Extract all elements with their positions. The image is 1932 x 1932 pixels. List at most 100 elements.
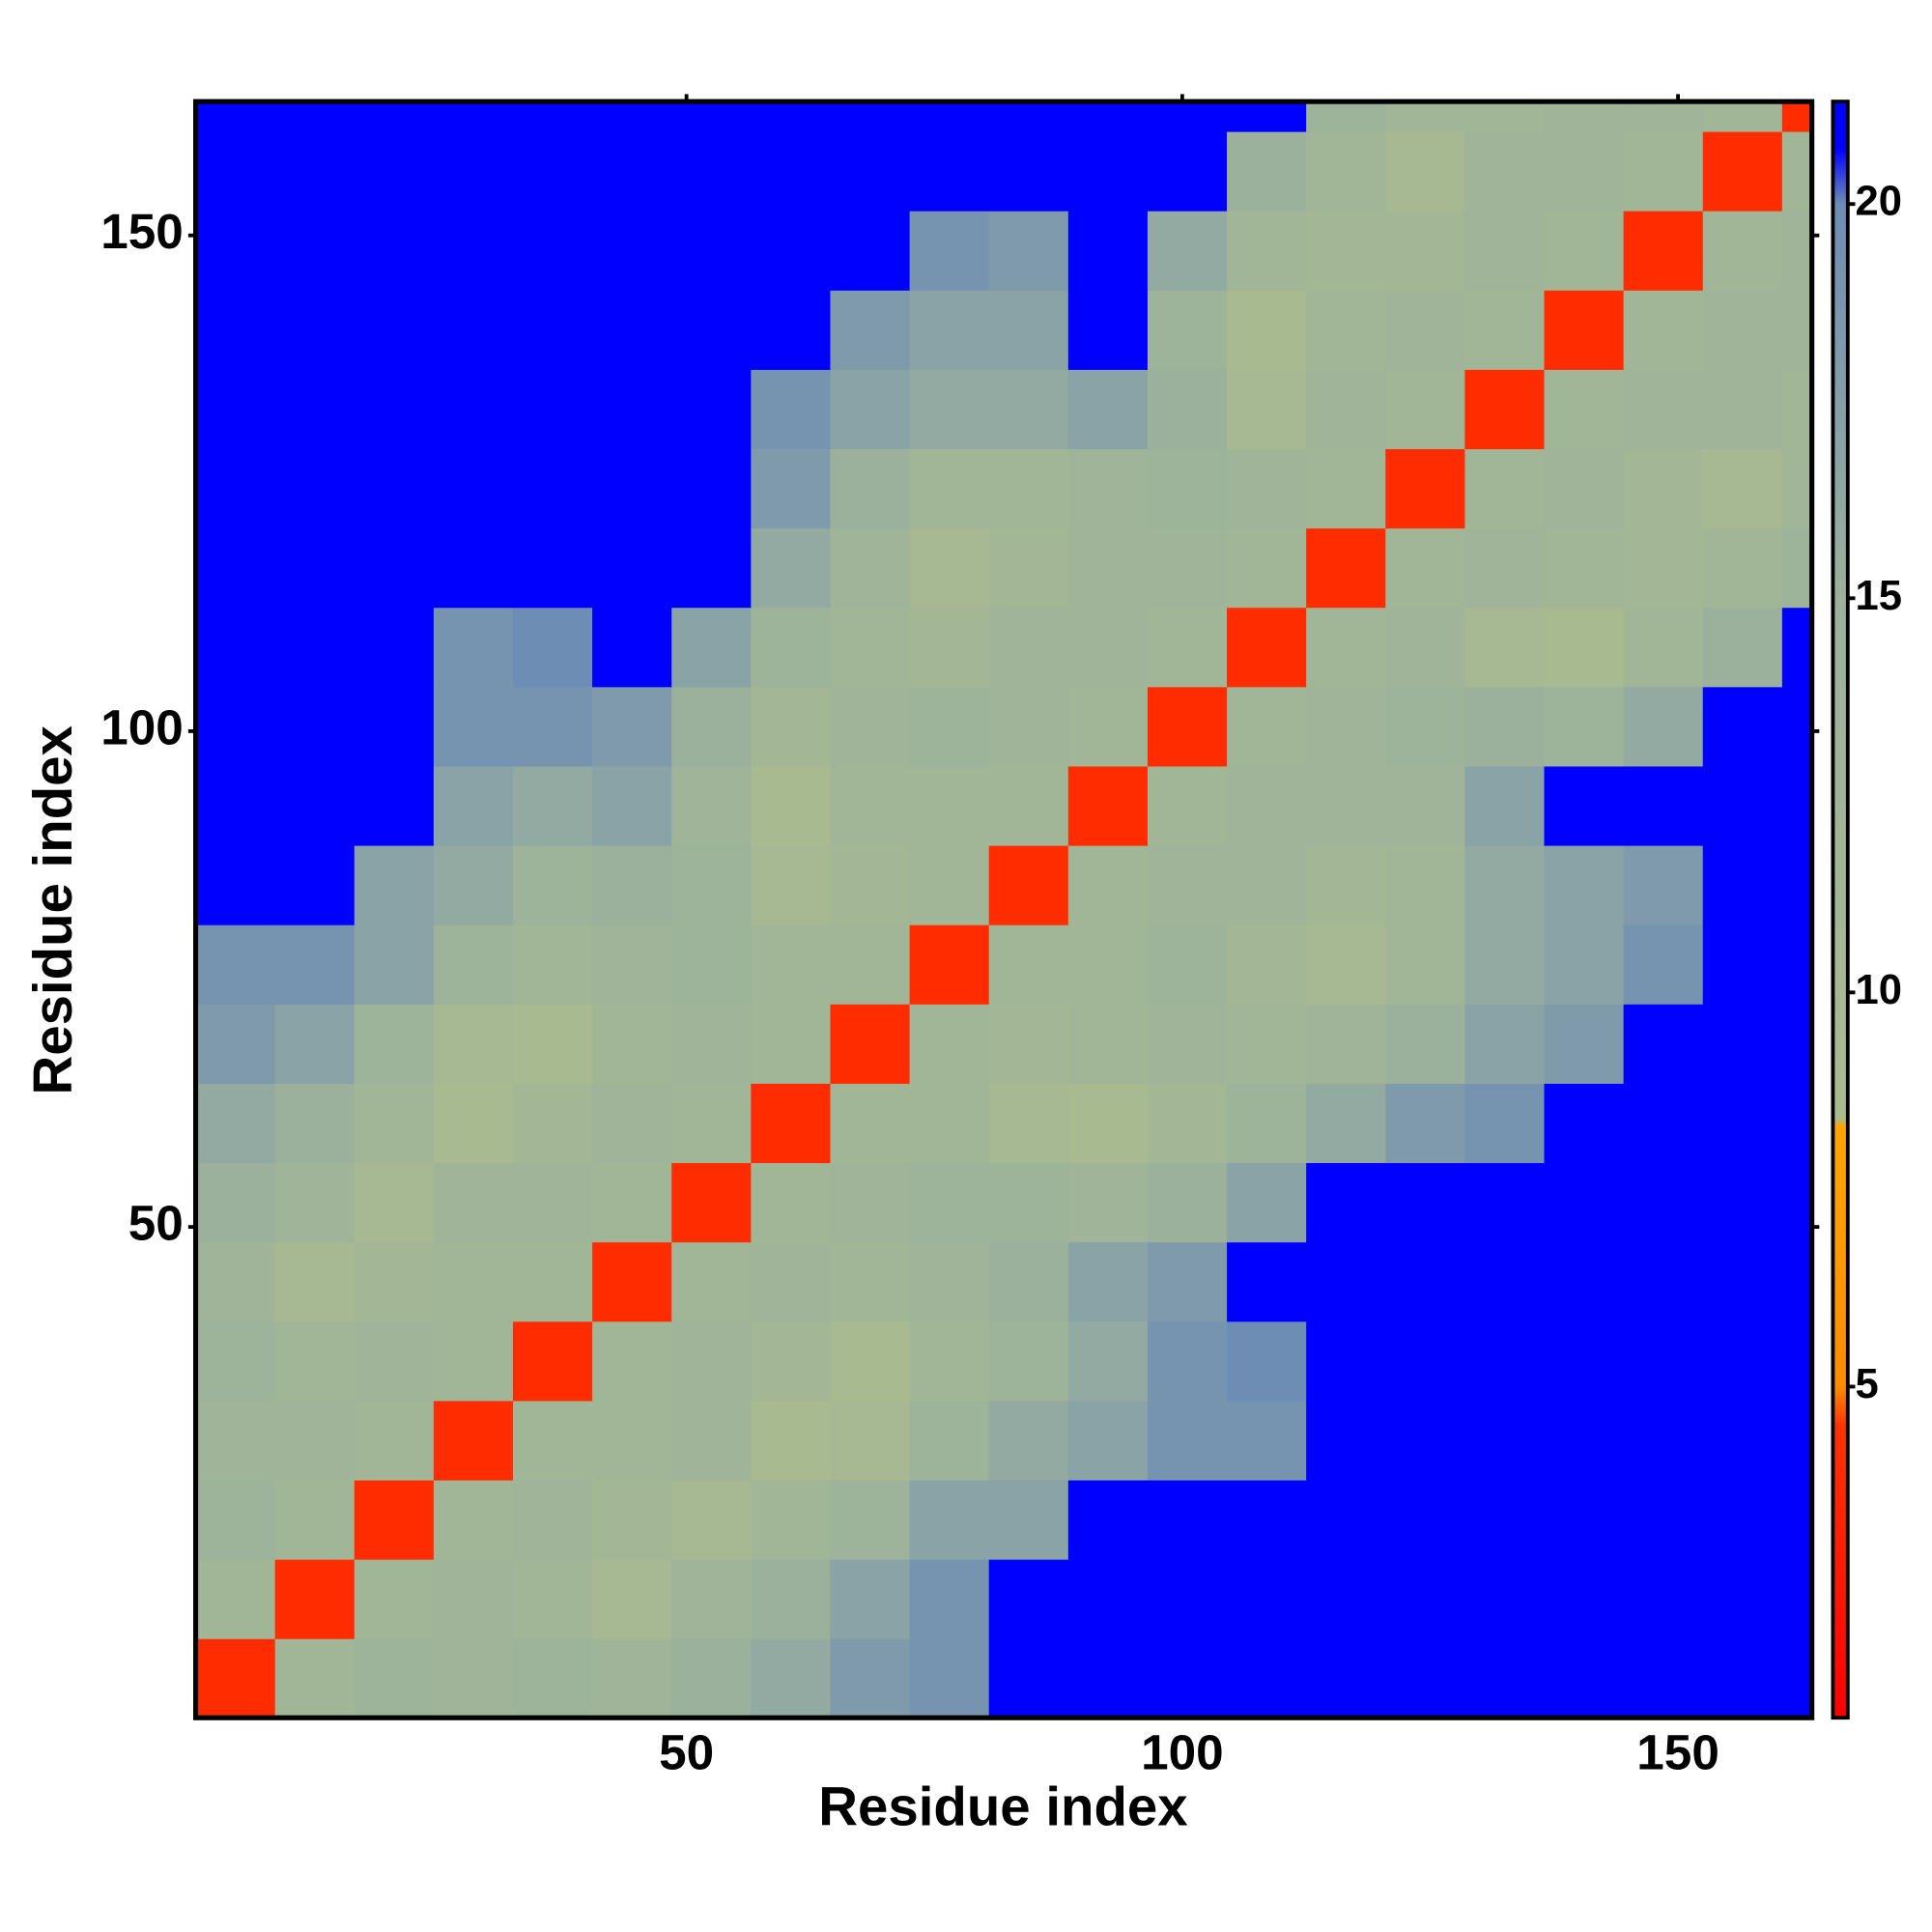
heatmap-cell bbox=[909, 1241, 990, 1322]
heatmap-cell bbox=[751, 130, 832, 212]
heatmap-cell bbox=[909, 844, 990, 925]
heatmap-cell bbox=[1544, 1162, 1625, 1243]
heatmap-cell bbox=[1385, 1400, 1466, 1481]
heatmap-cell bbox=[1464, 1558, 1546, 1639]
heatmap-cell bbox=[1623, 765, 1704, 846]
heatmap-cell bbox=[274, 290, 355, 370]
heatmap-cell bbox=[1147, 1241, 1228, 1322]
heatmap-cell bbox=[830, 1004, 911, 1084]
heatmap-cell bbox=[1781, 1083, 1813, 1164]
heatmap-cell bbox=[1067, 211, 1149, 291]
heatmap-cell bbox=[671, 924, 753, 1005]
heatmap-cell bbox=[751, 290, 832, 370]
x-tick-label: 50 bbox=[659, 1724, 714, 1779]
heatmap-cell bbox=[354, 290, 435, 370]
heatmap-cell bbox=[671, 1162, 753, 1243]
heatmap-cell bbox=[1702, 448, 1783, 529]
heatmap-cell bbox=[274, 101, 355, 132]
heatmap-cell bbox=[751, 1162, 832, 1243]
heatmap-cell bbox=[513, 290, 593, 370]
heatmap-cell bbox=[1306, 1162, 1386, 1243]
heatmap-cell bbox=[1385, 1321, 1466, 1402]
heatmap-cell bbox=[830, 290, 911, 370]
heatmap-cell bbox=[1702, 1083, 1783, 1164]
heatmap-cell bbox=[1623, 1638, 1704, 1719]
heatmap-cell bbox=[1781, 369, 1813, 450]
heatmap-cell bbox=[433, 1400, 514, 1481]
heatmap-cell bbox=[988, 448, 1069, 529]
heatmap-cell bbox=[195, 1004, 276, 1084]
heatmap-cell bbox=[1306, 765, 1386, 846]
heatmap-cell bbox=[1623, 1400, 1704, 1481]
heatmap-cell bbox=[274, 130, 355, 212]
heatmap-cell bbox=[592, 369, 672, 450]
heatmap-cell bbox=[988, 765, 1069, 846]
heatmap-cell bbox=[274, 924, 355, 1005]
heatmap-cell bbox=[195, 924, 276, 1005]
heatmap-cell bbox=[1227, 211, 1307, 291]
heatmap-cell bbox=[354, 101, 435, 132]
heatmap-cell bbox=[1227, 527, 1307, 609]
heatmap-cell bbox=[1544, 607, 1625, 688]
heatmap-cell bbox=[1623, 101, 1704, 132]
heatmap-cell bbox=[274, 1241, 355, 1322]
heatmap-cell bbox=[909, 924, 990, 1005]
heatmap-cell bbox=[274, 369, 355, 450]
heatmap-cell bbox=[1385, 1241, 1466, 1322]
heatmap-cell bbox=[274, 1083, 355, 1164]
heatmap-cell bbox=[751, 1083, 832, 1164]
heatmap-cell bbox=[830, 924, 911, 1005]
heatmap-cell bbox=[830, 369, 911, 450]
heatmap-cell bbox=[1067, 924, 1149, 1005]
heatmap-cell bbox=[1781, 1241, 1813, 1322]
heatmap-cell bbox=[433, 607, 514, 688]
y-tick-label: 50 bbox=[128, 1196, 184, 1251]
heatmap-cell bbox=[1702, 765, 1783, 846]
heatmap-cell bbox=[1306, 527, 1386, 609]
heatmap-cell bbox=[513, 1400, 593, 1481]
heatmap-cell bbox=[1464, 607, 1546, 688]
heatmap-cell bbox=[909, 527, 990, 609]
heatmap-cell bbox=[1702, 130, 1783, 212]
heatmap-cell bbox=[1544, 844, 1625, 925]
colorbar-tick-label: 15 bbox=[1856, 573, 1902, 619]
heatmap-cell bbox=[1702, 1004, 1783, 1084]
heatmap-cell bbox=[195, 211, 276, 291]
heatmap-cell bbox=[1147, 686, 1228, 767]
heatmap-cell bbox=[1781, 1321, 1813, 1402]
heatmap-cell bbox=[1781, 130, 1813, 212]
heatmap-cell bbox=[1147, 527, 1228, 609]
heatmap-cell bbox=[909, 765, 990, 846]
heatmap-cell bbox=[433, 130, 514, 212]
heatmap-cell bbox=[1147, 290, 1228, 370]
heatmap-cell bbox=[274, 607, 355, 688]
heatmap-cell bbox=[751, 1400, 832, 1481]
heatmap-cell bbox=[1544, 1241, 1625, 1322]
heatmap-cell bbox=[1147, 130, 1228, 212]
heatmap-cell bbox=[513, 924, 593, 1005]
heatmap-cell bbox=[1781, 1162, 1813, 1243]
heatmap-cell bbox=[1781, 924, 1813, 1005]
heatmap-cell bbox=[1227, 765, 1307, 846]
heatmap-cell bbox=[354, 1004, 435, 1084]
heatmap-cell bbox=[1306, 448, 1386, 529]
heatmap-cell bbox=[751, 844, 832, 925]
heatmap-cell bbox=[751, 1241, 832, 1322]
heatmap-cell bbox=[1623, 607, 1704, 688]
heatmap-cell bbox=[909, 1479, 990, 1560]
heatmap-cell bbox=[274, 1162, 355, 1243]
heatmap-cell bbox=[1781, 101, 1813, 132]
heatmap-cell bbox=[988, 1638, 1069, 1719]
heatmap-cell bbox=[354, 1241, 435, 1322]
heatmap-cell bbox=[433, 527, 514, 609]
heatmap-cell bbox=[1227, 101, 1307, 132]
heatmap-cell bbox=[1067, 1479, 1149, 1560]
heatmap-cell bbox=[1227, 130, 1307, 212]
heatmap-cell bbox=[1544, 924, 1625, 1005]
heatmap-cell bbox=[830, 527, 911, 609]
heatmap-cell bbox=[1147, 1004, 1228, 1084]
heatmap-cell bbox=[1702, 1241, 1783, 1322]
heatmap-cell bbox=[1306, 1558, 1386, 1639]
heatmap-cell bbox=[354, 448, 435, 529]
